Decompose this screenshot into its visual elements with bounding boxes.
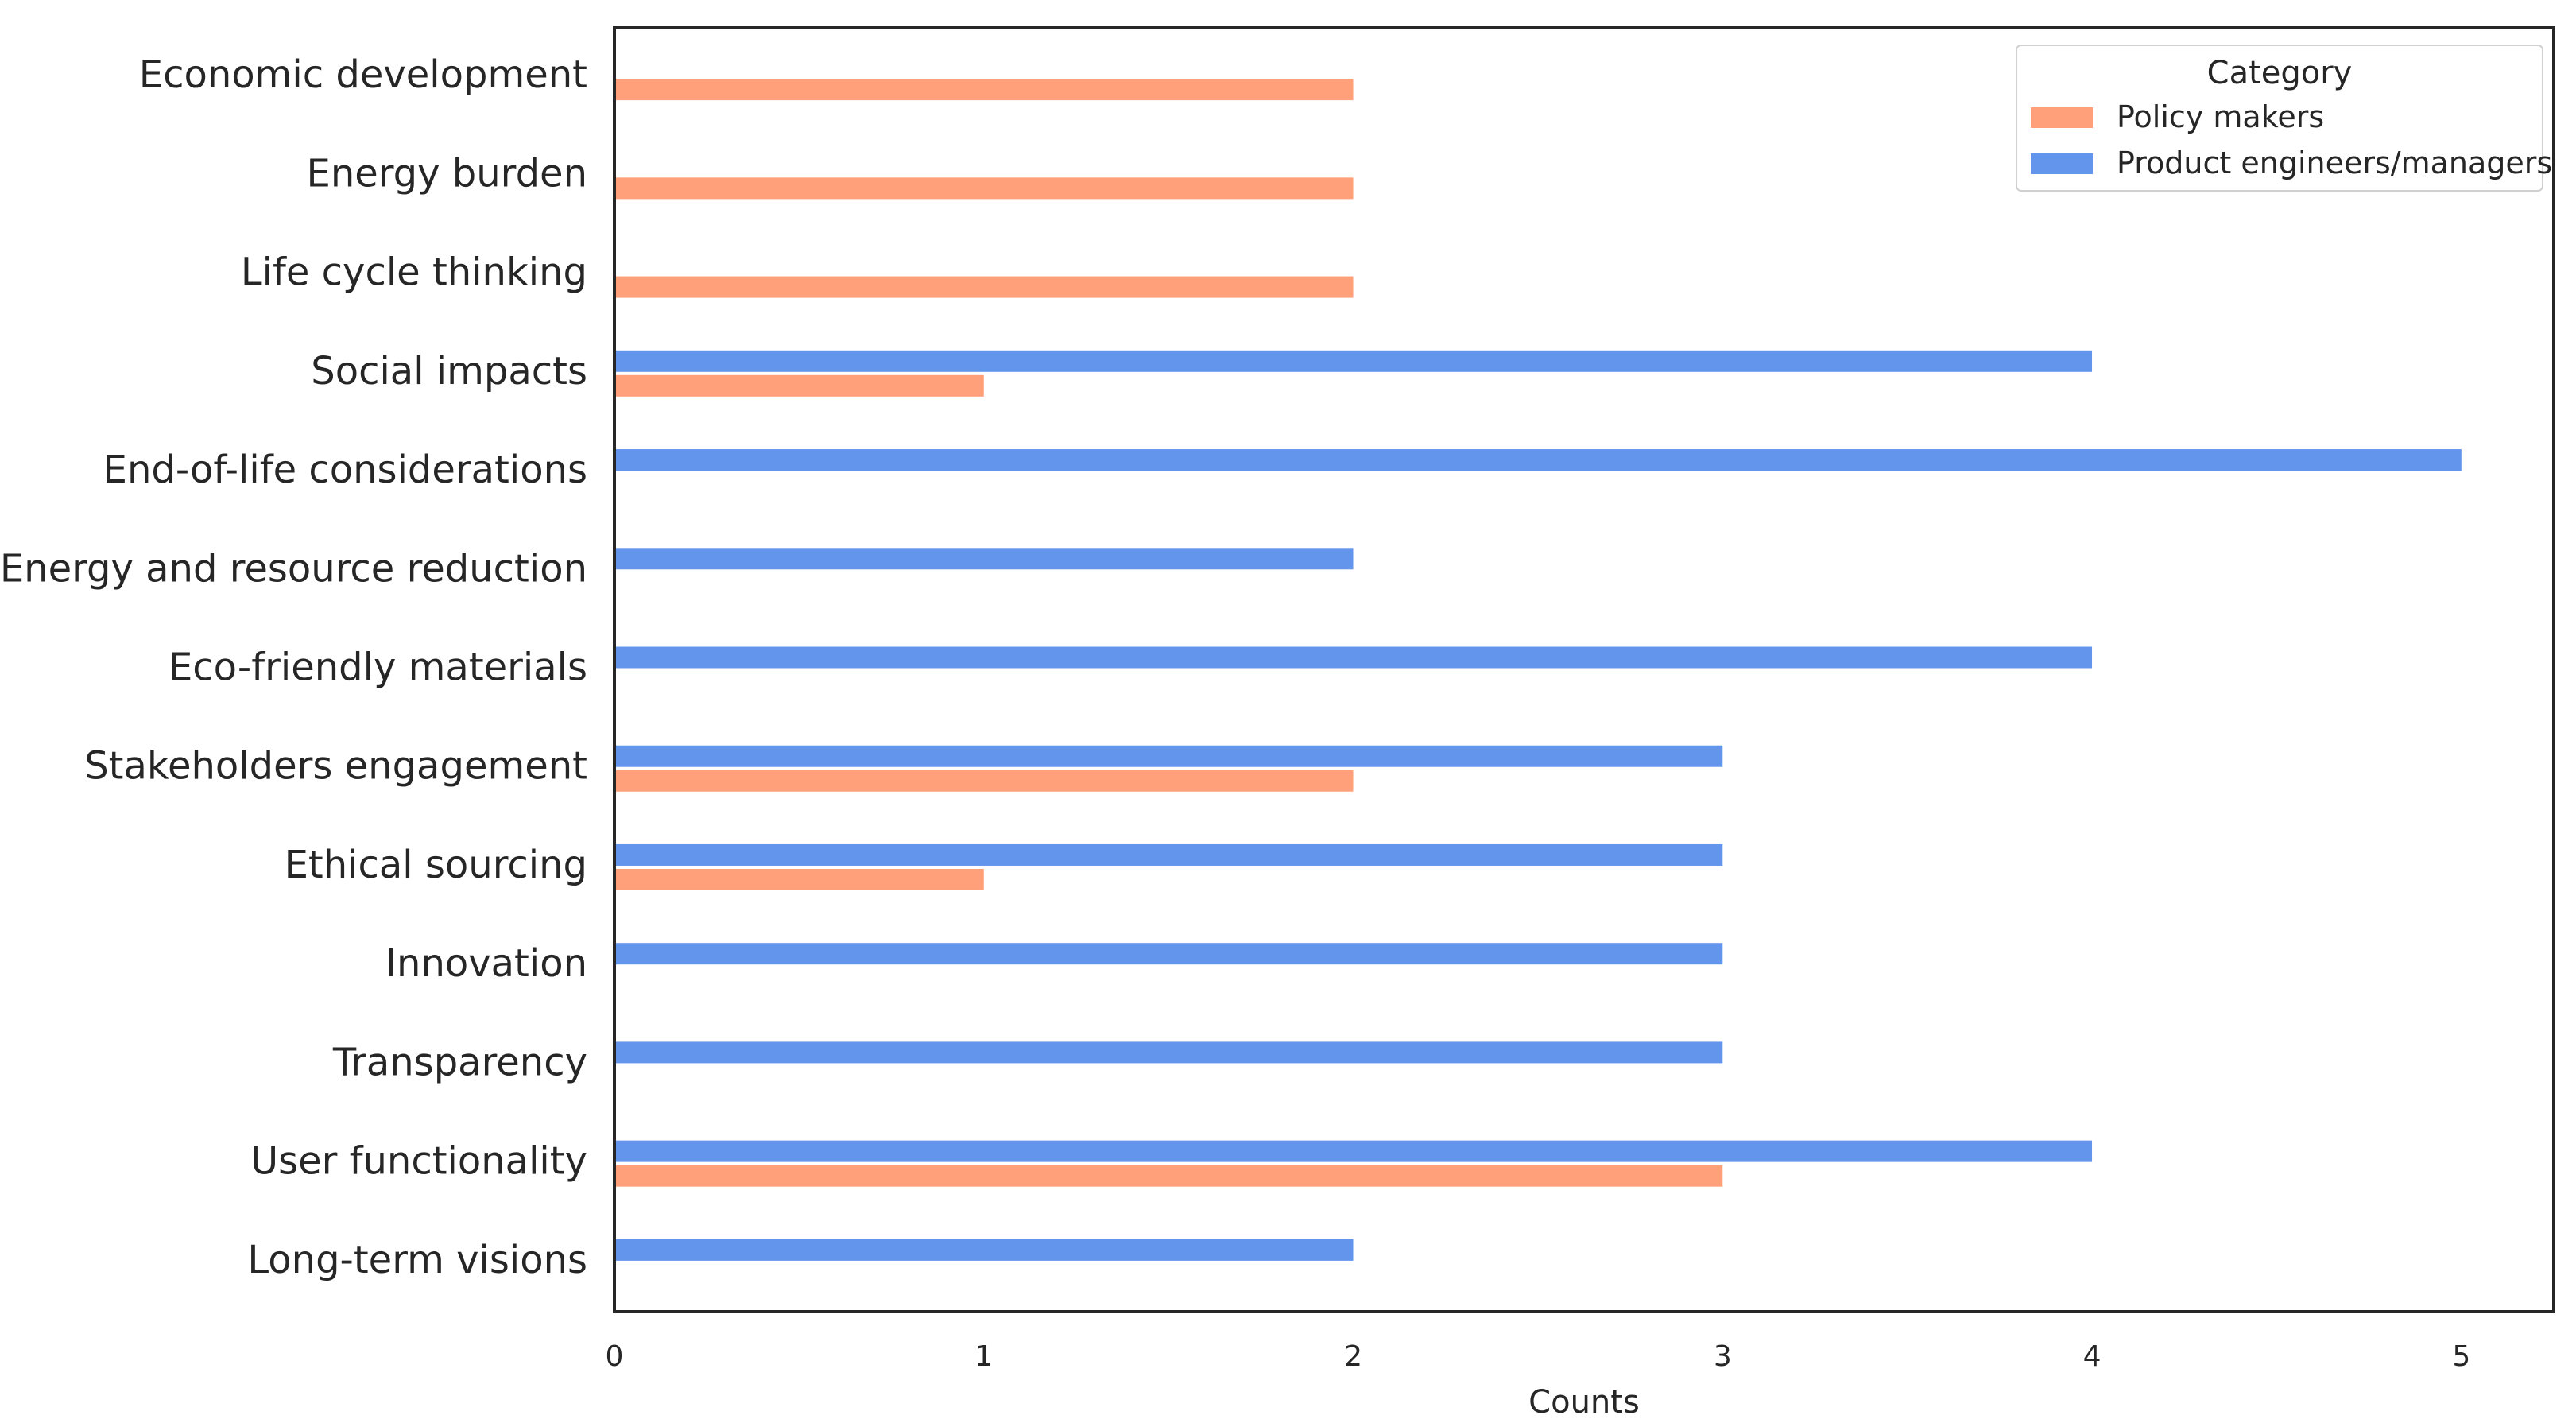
category-label-end-of-life-considerations: End-of-life considerations — [103, 448, 587, 492]
bar-product-engineers-managers-eco-friendly-materials — [614, 646, 2093, 669]
category-label-energy-and-resource-reduction: Energy and resource reduction — [0, 546, 587, 591]
category-label-user-functionality: User functionality — [250, 1139, 587, 1184]
category-label-life-cycle-thinking: Life cycle thinking — [241, 250, 587, 295]
bar-product-engineers-managers-end-of-life-considerations — [614, 449, 2462, 471]
bar-policy-makers-economic-development — [614, 79, 1354, 101]
legend: Category Policy makers Product engineers/… — [2016, 45, 2552, 192]
bar-policy-makers-energy-burden — [614, 177, 1354, 200]
bar-policy-makers-user-functionality — [614, 1165, 1723, 1187]
bar-policy-makers-social-impacts — [614, 374, 984, 397]
bar-product-engineers-managers-long-term-visions — [614, 1239, 1354, 1261]
category-label-social-impacts: Social impacts — [311, 349, 587, 394]
x-axis-ticks: 0 1 2 3 4 5 — [606, 1340, 2471, 1373]
category-label-eco-friendly-materials: Eco-friendly materials — [169, 646, 587, 690]
bar-product-engineers-managers-social-impacts — [614, 350, 2093, 372]
bar-product-engineers-managers-user-functionality — [614, 1140, 2093, 1162]
legend-label-product-engineers-managers: Product engineers/managers — [2117, 145, 2552, 180]
legend-items: Policy makers Product engineers/managers — [2031, 99, 2552, 180]
category-label-ethical-sourcing: Ethical sourcing — [285, 843, 587, 887]
legend-box — [2016, 45, 2543, 192]
legend-swatch-policy-makers — [2031, 107, 2093, 128]
x-tick-label-2: 2 — [1344, 1340, 1362, 1373]
legend-title: Category — [2207, 55, 2353, 91]
x-axis-title: Counts — [1528, 1384, 1640, 1421]
bar-product-engineers-managers-innovation — [614, 943, 1723, 965]
bar-policy-makers-ethical-sourcing — [614, 868, 984, 890]
bars-layer — [614, 79, 2462, 1261]
category-label-economic-development: Economic development — [139, 52, 587, 97]
category-label-stakeholders-engagement: Stakeholders engagement — [84, 744, 587, 789]
x-tick-label-0: 0 — [606, 1340, 624, 1373]
x-tick-label-4: 4 — [2083, 1340, 2101, 1373]
bar-product-engineers-managers-energy-and-resource-reduction — [614, 548, 1354, 570]
legend-swatch-product-engineers-managers — [2031, 153, 2093, 174]
plot-frame — [613, 26, 2555, 1313]
x-tick-label-1: 1 — [974, 1340, 993, 1373]
x-tick-label-3: 3 — [1714, 1340, 1732, 1373]
bar-policy-makers-stakeholders-engagement — [614, 770, 1354, 792]
bar-product-engineers-managers-ethical-sourcing — [614, 843, 1723, 866]
category-label-energy-burden: Energy burden — [306, 151, 587, 196]
legend-label-policy-makers: Policy makers — [2117, 99, 2324, 134]
category-label-transparency: Transparency — [332, 1040, 587, 1084]
bar-product-engineers-managers-stakeholders-engagement — [614, 745, 1723, 767]
bar-product-engineers-managers-transparency — [614, 1041, 1723, 1064]
category-labels: Economic development Energy burden Life cy… — [0, 52, 587, 1282]
x-tick-label-5: 5 — [2452, 1340, 2470, 1373]
category-label-long-term-visions: Long-term visions — [247, 1238, 587, 1282]
bar-policy-makers-life-cycle-thinking — [614, 276, 1354, 298]
category-label-innovation: Innovation — [385, 941, 587, 986]
